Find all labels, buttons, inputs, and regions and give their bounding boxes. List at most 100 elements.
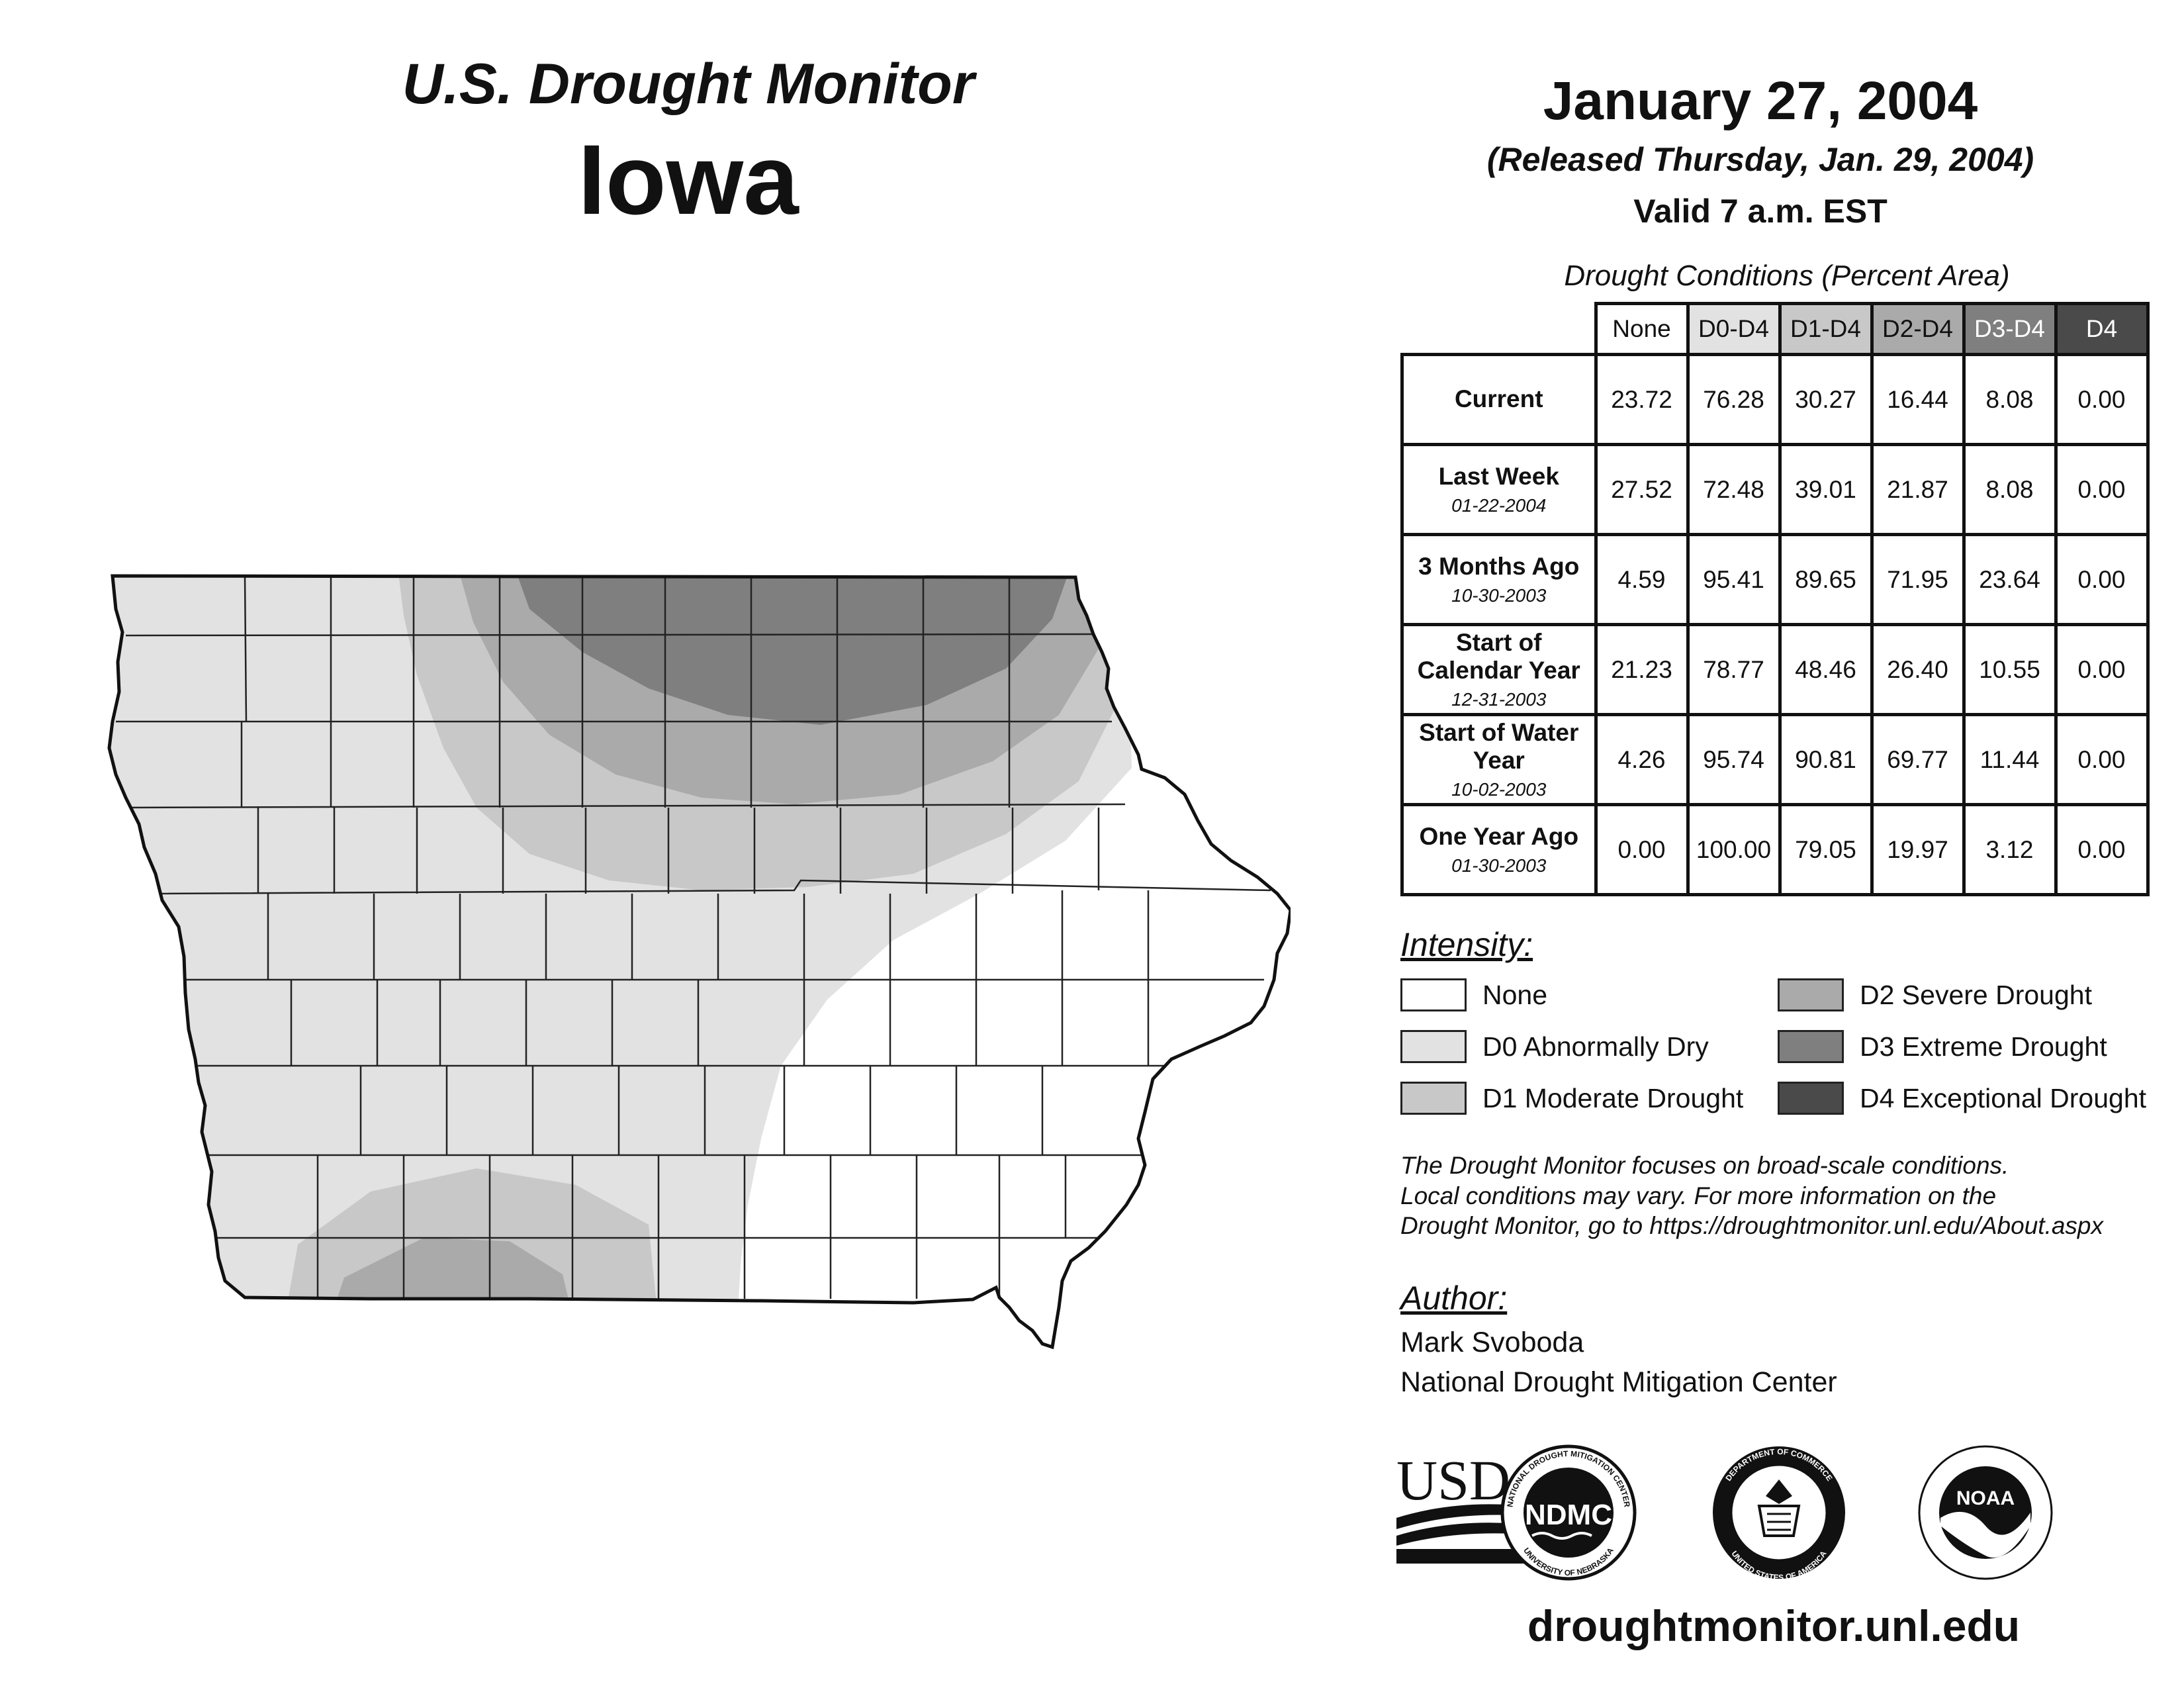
column-header-d4: D4	[2054, 302, 2150, 356]
table-corner	[1402, 303, 1598, 356]
table-cell: 0.00	[2054, 623, 2150, 716]
row-label: One Year Ago 01-30-2003	[1400, 803, 1598, 896]
row-label: Last Week 01-22-2004	[1400, 443, 1598, 536]
table-cell: 3.12	[1962, 803, 2058, 896]
table-row: Last Week 01-22-2004 27.52 72.48 39.01 21…	[1400, 443, 2150, 536]
noaa-logo: NOAA	[1918, 1445, 2053, 1580]
table-cell: 23.64	[1962, 533, 2058, 626]
note-line: Local conditions may vary. For more info…	[1400, 1182, 1997, 1209]
table-cell: 4.26	[1594, 713, 1690, 806]
row-date: 01-30-2003	[1451, 855, 1547, 876]
ndmc-logo: NDMC NATIONAL DROUGHT MITIGATION CENTER …	[1500, 1444, 1637, 1581]
legend-swatch	[1400, 978, 1467, 1011]
legend-item-d0: D0 Abnormally Dry	[1400, 1030, 1709, 1063]
table-cell: 71.95	[1870, 533, 1966, 626]
legend-label: D4 Exceptional Drought	[1860, 1082, 2147, 1113]
row-label-text: Start of Calendar Year	[1417, 628, 1580, 684]
legend-label: D0 Abnormally Dry	[1482, 1031, 1709, 1062]
row-label-text: One Year Ago	[1419, 823, 1579, 851]
table-row: Start of Water Year 10-02-2003 4.26 95.74…	[1400, 713, 2150, 806]
table-cell: 26.40	[1870, 623, 1966, 716]
table-cell: 30.27	[1778, 353, 1874, 446]
table-cell: 0.00	[2054, 803, 2150, 896]
legend-swatch	[1400, 1030, 1467, 1063]
table-cell: 10.55	[1962, 623, 2058, 716]
legend-swatch	[1778, 1082, 1844, 1115]
map-date: January 27, 2004	[1543, 71, 1978, 131]
site-url[interactable]: droughtmonitor.unl.edu	[1527, 1601, 2021, 1650]
table-cell: 0.00	[1594, 803, 1690, 896]
table-cell: 89.65	[1778, 533, 1874, 626]
table-cell: 95.41	[1686, 533, 1782, 626]
row-label: Current	[1400, 353, 1598, 446]
legend-item-d1: D1 Moderate Drought	[1400, 1082, 1743, 1115]
table-cell: 95.74	[1686, 713, 1782, 806]
table-cell: 48.46	[1778, 623, 1874, 716]
row-label: 3 Months Ago 10-30-2003	[1400, 533, 1598, 626]
note-line: Drought Monitor, go to https://droughtmo…	[1400, 1212, 2103, 1239]
table-cell: 27.52	[1594, 443, 1690, 536]
ndmc-wordmark: NDMC	[1525, 1499, 1612, 1531]
table-cell: 0.00	[2054, 443, 2150, 536]
table-cell: 0.00	[2054, 533, 2150, 626]
partner-logos: USDA NDMC NATIONAL DROUGHT MITIGATION CE…	[1396, 1444, 2053, 1582]
row-date: 01-22-2004	[1451, 494, 1547, 516]
date-block: January 27, 2004 (Released Thursday, Jan…	[1403, 71, 2118, 230]
disclaimer-note: The Drought Monitor focuses on broad-sca…	[1400, 1150, 2161, 1241]
column-header-d3-d4: D3-D4	[1962, 302, 2058, 356]
table-cell: 0.00	[2054, 713, 2150, 806]
author-org: National Drought Mitigation Center	[1400, 1366, 1837, 1398]
author-title: Author:	[1400, 1280, 1508, 1317]
table-cell: 23.72	[1594, 353, 1690, 446]
legend-title: Intensity:	[1400, 926, 1533, 963]
table-cell: 21.87	[1870, 443, 1966, 536]
legend-item-d3: D3 Extreme Drought	[1778, 1030, 2107, 1063]
table-cell: 0.00	[2054, 353, 2150, 446]
row-date: 10-30-2003	[1451, 585, 1547, 606]
row-label-text: Last Week	[1438, 463, 1559, 491]
legend-item-none: None	[1400, 978, 1547, 1011]
row-label: Start of Calendar Year 12-31-2003	[1400, 623, 1598, 716]
zone-d3-north	[513, 576, 1072, 725]
table-row: 3 Months Ago 10-30-2003 4.59 95.41 89.65 …	[1400, 533, 2150, 626]
column-header-d2-d4: D2-D4	[1870, 302, 1966, 356]
commerce-seal-logo: DEPARTMENT OF COMMERCE UNITED STATES OF …	[1713, 1446, 1845, 1582]
noaa-wordmark: NOAA	[1956, 1487, 2015, 1509]
row-date: 10-02-2003	[1451, 778, 1547, 800]
table-cell: 8.08	[1962, 443, 2058, 536]
table-cell: 79.05	[1778, 803, 1874, 896]
table-cell: 72.48	[1686, 443, 1782, 536]
legend-swatch	[1778, 1030, 1844, 1063]
column-header-d1-d4: D1-D4	[1778, 302, 1874, 356]
legend-item-d4: D4 Exceptional Drought	[1778, 1082, 2146, 1115]
row-label-text: 3 Months Ago	[1418, 553, 1580, 581]
row-label-text: Current	[1454, 385, 1543, 413]
iowa-drought-map	[99, 563, 1291, 1357]
table-cell: 11.44	[1962, 713, 2058, 806]
state-name: Iowa	[578, 123, 799, 235]
legend-label: D2 Severe Drought	[1860, 979, 2092, 1010]
table-cell: 16.44	[1870, 353, 1966, 446]
table-cell: 90.81	[1778, 713, 1874, 806]
map-subtitle: U.S. Drought Monitor	[402, 52, 975, 116]
row-label-text: Start of Water Year	[1419, 718, 1579, 774]
table-cell: 21.23	[1594, 623, 1690, 716]
valid-time: Valid 7 a.m. EST	[1633, 193, 1888, 230]
author-name: Mark Svoboda	[1400, 1327, 1584, 1358]
legend-label: D3 Extreme Drought	[1860, 1031, 2107, 1062]
table-row: Current 23.72 76.28 30.27 16.44 8.08 0.0…	[1400, 353, 2150, 446]
release-date: (Released Thursday, Jan. 29, 2004)	[1486, 141, 2034, 179]
column-header-d0-d4: D0-D4	[1686, 302, 1782, 356]
table-caption: Drought Conditions (Percent Area)	[1564, 259, 2010, 292]
table-cell: 76.28	[1686, 353, 1782, 446]
county-boundaries	[116, 576, 1271, 1299]
table-cell: 69.77	[1870, 713, 1966, 806]
row-label: Start of Water Year 10-02-2003	[1400, 713, 1598, 806]
row-date: 12-31-2003	[1451, 688, 1547, 710]
table-cell: 4.59	[1594, 533, 1690, 626]
title-block: U.S. Drought Monitor Iowa	[318, 53, 1059, 236]
table-cell: 39.01	[1778, 443, 1874, 536]
table-cell: 100.00	[1686, 803, 1782, 896]
table-cell: 19.97	[1870, 803, 1966, 896]
legend-label: D1 Moderate Drought	[1482, 1082, 1744, 1113]
